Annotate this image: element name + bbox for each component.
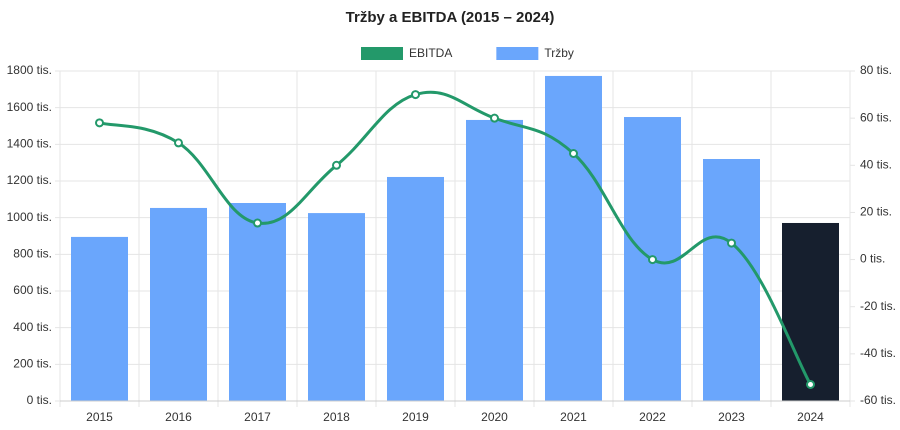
x-tick-label: 2022 [639,410,666,424]
legend-swatch [361,47,403,60]
legend-label: EBITDA [409,46,452,60]
y2-tick-label: 80 tis. [860,63,892,77]
x-tick-label: 2024 [797,410,824,424]
x-tick-label: 2020 [481,410,508,424]
x-tick-label: 2018 [323,410,350,424]
y2-tick-label: 20 tis. [860,205,892,219]
point [490,113,499,123]
bar [782,222,839,401]
y-tick-label: 1800 tis. [7,63,52,77]
point [253,218,262,228]
chart-title: Tržby a EBITDA (2015 – 2024) [346,9,555,26]
y-tick-label: 1200 tis. [7,173,52,187]
y2-tick-label: -60 tis. [860,393,896,407]
point [332,160,341,170]
point [411,90,420,100]
bar [466,119,523,401]
y-tick-label: 0 tis. [27,393,52,407]
y2-tick-label: -20 tis. [860,299,896,313]
point [95,118,104,128]
line [99,90,812,386]
bar [150,207,207,401]
point [648,255,657,265]
legend-swatch [496,47,539,60]
bar [229,203,286,401]
bar [545,75,602,401]
x-tick-label: 2019 [402,410,429,424]
point [806,380,815,389]
y-tick-label: 1600 tis. [7,100,52,114]
y2-tick-label: -40 tis. [860,346,896,360]
y-tick-label: 1400 tis. [7,137,52,151]
bar [703,159,760,401]
bar [308,213,365,401]
point [174,138,183,148]
x-tick-label: 2023 [718,410,745,424]
y-tick-label: 200 tis. [13,357,52,371]
y2-tick-label: 40 tis. [860,157,892,171]
x-tick-label: 2015 [86,410,113,424]
y2-tick-label: 0 tis. [860,252,885,266]
x-tick-label: 2016 [165,410,192,424]
point [569,149,578,158]
y-tick-label: 600 tis. [13,283,52,297]
legend-label: Tržby [544,46,574,60]
y2-tick-label: 60 tis. [860,110,892,124]
point [727,238,736,248]
y-tick-label: 800 tis. [13,247,52,261]
x-tick-label: 2021 [560,410,587,424]
y-tick-label: 400 tis. [13,320,52,334]
x-tick-label: 2017 [244,410,271,424]
y-tick-label: 1000 tis. [7,210,52,224]
bar [71,236,128,401]
bar [387,176,444,401]
